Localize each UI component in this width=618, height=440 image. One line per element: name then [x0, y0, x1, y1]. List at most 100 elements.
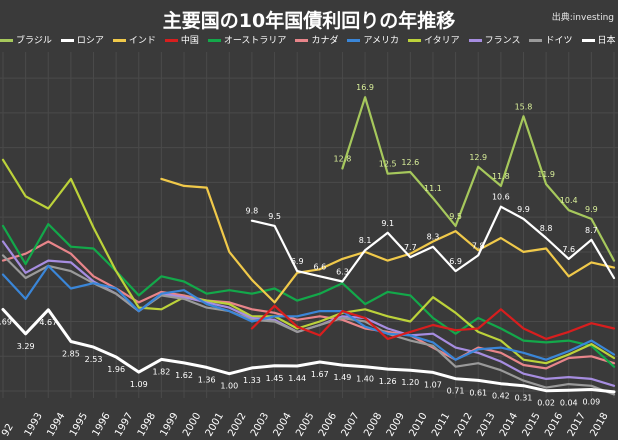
x-tick-label: 2005	[294, 411, 316, 439]
x-tick-label: 2016	[543, 411, 565, 439]
data-label: 6.9	[291, 257, 304, 266]
legend-swatch	[347, 39, 361, 42]
x-tick-label: 2012	[453, 411, 475, 439]
series-lines	[1, 96, 616, 396]
legend-label: アメリカ	[363, 36, 400, 46]
legend-label: 日本	[597, 36, 616, 46]
x-tick-label: 2006	[317, 411, 339, 439]
data-label: 1.62	[175, 371, 193, 380]
series-line-6	[1, 264, 616, 361]
data-label: 9.5	[449, 212, 462, 221]
x-tick-label: 2011	[430, 411, 452, 439]
data-label: 11.1	[424, 184, 442, 193]
data-label: 6.9	[449, 257, 462, 266]
data-labels: 12.8 16.9 12.5 12.6 11.1 9.5 12.9 11.8 15.8 11.9 1…	[0, 83, 600, 407]
legend-label: ブラジル	[16, 36, 52, 46]
data-label: 12.6	[401, 158, 419, 167]
legend-item-8: フランス	[468, 33, 521, 46]
data-label: 6.3	[336, 268, 349, 277]
series-line-2	[160, 177, 616, 304]
legend-item-0: ブラジル	[0, 33, 52, 46]
x-tick-label: 2014	[498, 411, 520, 439]
data-label: 1.09	[130, 380, 148, 389]
series-line-1	[250, 205, 616, 283]
x-tick-label: 2003	[249, 411, 271, 439]
data-label: 15.8	[515, 102, 533, 111]
legend-swatch	[295, 39, 309, 42]
source-note: 出典:investing	[551, 13, 614, 23]
data-label: 0.31	[515, 394, 533, 403]
data-label: 11.9	[537, 170, 555, 179]
data-label: 9.8	[246, 207, 259, 216]
data-label: 4.67	[39, 318, 57, 327]
data-label: 1.49	[334, 373, 352, 382]
data-label: 2.85	[62, 349, 80, 358]
legend-swatch	[0, 39, 13, 42]
series-line-5	[1, 240, 616, 370]
legend-item-1: ロシア	[60, 33, 104, 46]
x-tick-label: 2000	[181, 411, 203, 439]
data-label: 1.45	[266, 374, 284, 383]
data-label: 9.1	[381, 219, 394, 228]
x-tick-label: 1998	[136, 411, 158, 439]
data-label: 0.61	[469, 388, 487, 397]
x-tick-label: 2001	[204, 411, 226, 439]
legend-label: カナダ	[311, 36, 339, 46]
x-tick-label: 1993	[23, 411, 45, 439]
series-line-7	[1, 158, 616, 365]
data-label: 10.4	[560, 196, 578, 205]
x-tick-label: 2013	[475, 411, 497, 439]
legend-label: オーストラリア	[223, 36, 287, 46]
legend-item-9: ドイツ	[529, 33, 573, 46]
data-label: 8.3	[427, 233, 440, 242]
legend-item-2: インド	[112, 33, 156, 46]
legend-swatch	[112, 39, 126, 42]
legend-item-3: 中国	[164, 33, 199, 46]
x-tick-label: 2009	[385, 411, 407, 439]
data-label: 4.69	[0, 318, 12, 327]
data-label: 1.07	[424, 380, 442, 389]
data-label: 1.40	[356, 375, 374, 384]
x-tick-label: 2008	[362, 411, 384, 439]
series-line-0	[341, 96, 616, 262]
series-line-10	[1, 308, 616, 394]
x-tick-label: 2015	[521, 411, 543, 439]
data-label: 0.42	[492, 392, 510, 401]
data-label: 1.36	[198, 375, 216, 384]
data-label: 12.8	[334, 154, 352, 163]
x-tick-label: 1994	[45, 411, 67, 439]
chart-title: 主要国の10年国債利回りの年推移	[162, 10, 456, 32]
x-tick-label: 2002	[226, 411, 248, 439]
data-label: 0.71	[447, 387, 465, 396]
data-label: 3.29	[17, 342, 35, 351]
legend-swatch	[60, 39, 74, 42]
data-label: 2.53	[85, 355, 103, 364]
data-label: 8.7	[585, 226, 598, 235]
legend-label: イタリア	[424, 36, 460, 46]
x-tick-label: 1996	[91, 411, 113, 439]
data-label: 1.96	[107, 365, 125, 374]
data-label: 16.9	[356, 83, 374, 92]
data-label: 0.04	[560, 398, 578, 407]
legend-swatch	[164, 39, 178, 42]
legend-label: 中国	[180, 36, 199, 46]
series-line-4	[1, 223, 616, 368]
data-label: 1.20	[401, 378, 419, 387]
x-tick-label: 2018	[588, 411, 610, 439]
series-line-9	[1, 254, 616, 396]
data-label: 1.82	[153, 367, 171, 376]
x-tick-label: 2010	[407, 411, 429, 439]
x-tick-label: 1995	[68, 411, 90, 439]
x-tick-label: 2004	[272, 411, 294, 439]
legend: ブラジル ロシア インド 中国 オーストラリア カナダ アメリカ イタリア フランス ドイツ 日本	[0, 33, 618, 49]
data-label: 9.5	[268, 212, 281, 221]
legend-swatch	[207, 39, 221, 42]
legend-label: フランス	[484, 36, 521, 46]
legend-label: インド	[128, 36, 156, 46]
data-label: 8.1	[359, 236, 372, 245]
legend-label: ドイツ	[545, 36, 573, 46]
data-label: 10.6	[492, 193, 510, 202]
x-tick-label: 1997	[113, 411, 135, 439]
data-label: 11.8	[492, 172, 510, 181]
